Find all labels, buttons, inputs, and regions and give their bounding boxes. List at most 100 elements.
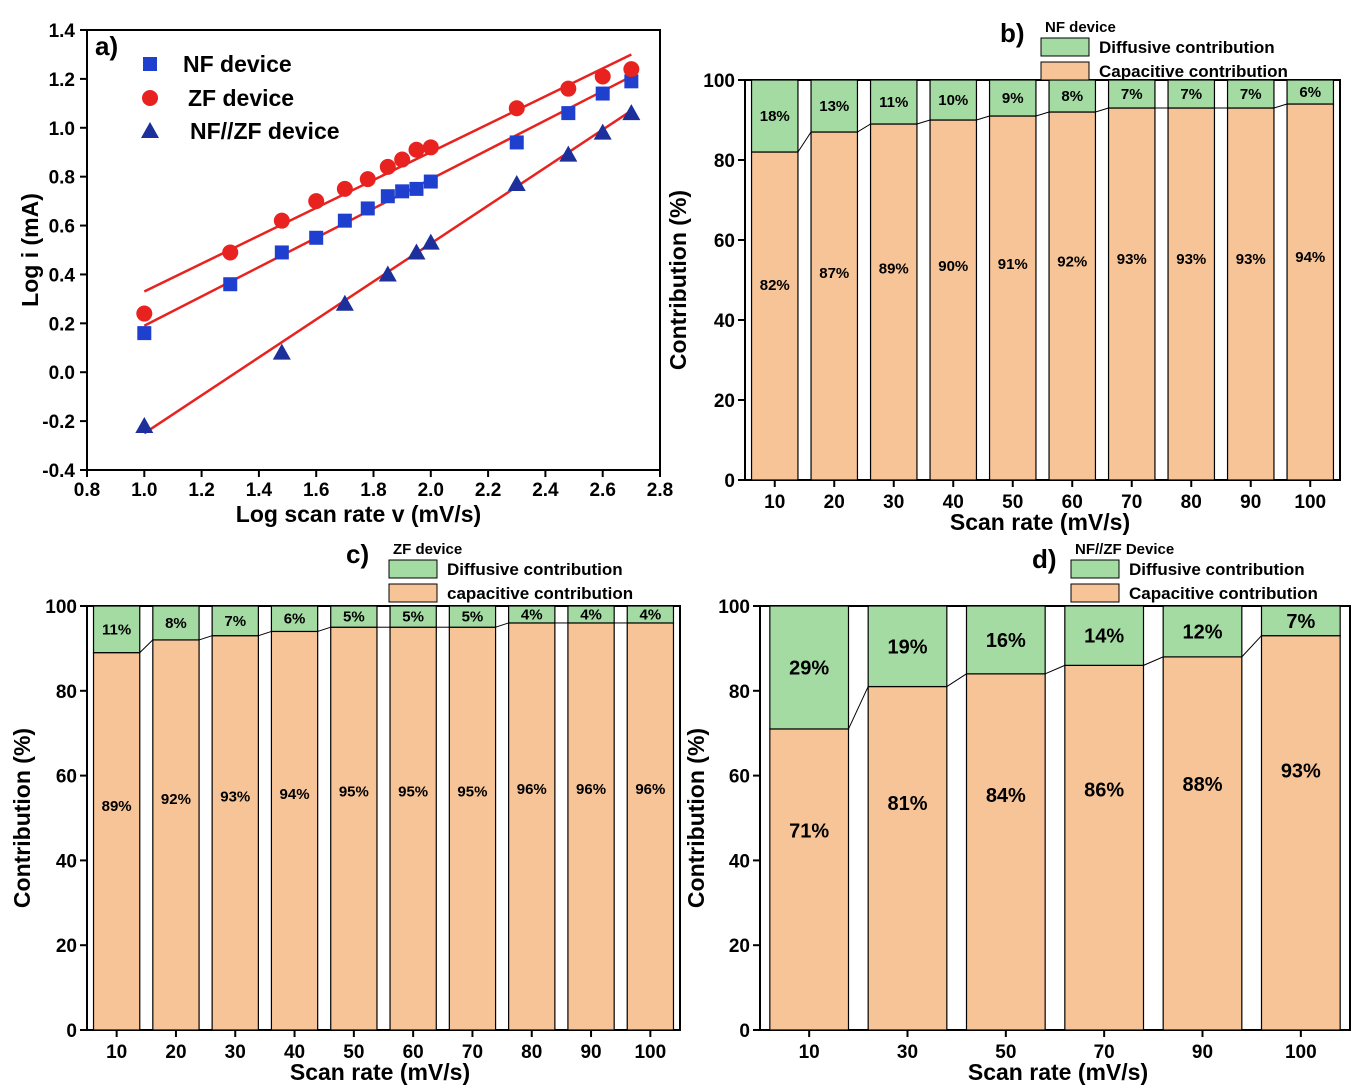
y-tick-label: 20	[56, 936, 77, 957]
capacitive-bar	[92, 652, 141, 1031]
x-tick-label: 2.6	[589, 480, 615, 501]
connector-line	[946, 673, 967, 687]
data-point	[273, 212, 290, 229]
y-tick-label: 60	[729, 767, 750, 788]
data-point	[407, 243, 426, 260]
diffusive-bar	[810, 79, 859, 133]
x-tick-label: 70	[462, 1042, 483, 1063]
y-tick-label: 60	[56, 767, 77, 788]
capacitive-bar	[869, 123, 918, 481]
capacitive-value-label: 92%	[161, 791, 191, 808]
x-tick-label: 2.2	[475, 480, 501, 501]
diffusive-bar	[750, 79, 799, 153]
x-axis-label: Scan rate (mV/s)	[968, 1059, 1148, 1085]
capacitive-value-label: 94%	[280, 786, 310, 803]
capacitive-bar	[1162, 656, 1243, 1031]
data-point	[622, 104, 641, 121]
connector-line	[1044, 664, 1066, 675]
connector-line	[916, 119, 931, 125]
diffusive-value-label: 11%	[102, 621, 131, 638]
diffusive-bar	[626, 605, 675, 624]
capacitive-value-label: 95%	[339, 783, 369, 800]
capacitive-bar	[1064, 664, 1145, 1031]
x-tick-label: 30	[883, 492, 904, 513]
diffusive-bar	[867, 605, 948, 688]
x-tick-label: 2.4	[532, 480, 559, 501]
data-point	[409, 181, 424, 196]
diffusive-value-label: 5%	[343, 609, 365, 626]
x-axis-label: Scan rate (mV/s)	[290, 1059, 470, 1085]
capacitive-value-label: 93%	[1281, 761, 1321, 783]
y-tick-label: 80	[56, 682, 77, 703]
data-point	[561, 106, 576, 121]
diffusive-bar	[988, 79, 1037, 117]
data-point	[274, 245, 289, 260]
y-axis-label: Contribution (%)	[683, 728, 709, 908]
capacitive-value-label: 96%	[576, 781, 606, 798]
legend-label-diffusive: Diffusive contribution	[1099, 38, 1275, 57]
diffusive-bar	[1064, 605, 1145, 666]
data-point	[422, 139, 439, 156]
diffusive-value-label: 12%	[1182, 621, 1222, 643]
diffusive-bar	[1260, 605, 1341, 637]
diffusive-bar	[769, 605, 850, 730]
legend-swatch-capacitive	[1070, 583, 1120, 603]
y-tick-label: 100	[718, 597, 750, 618]
legend-label-capacitive: capacitive contribution	[447, 584, 633, 603]
capacitive-bar	[211, 635, 259, 1031]
capacitive-bar	[810, 131, 859, 481]
diffusive-value-label: 10%	[938, 92, 968, 109]
data-point	[508, 100, 525, 117]
y-tick-label: 0.8	[49, 168, 75, 189]
diffusive-value-label: 7%	[1240, 86, 1262, 103]
x-tick-label: 10	[106, 1042, 127, 1063]
data-point	[423, 174, 438, 189]
y-axis-label: Log i (mA)	[17, 193, 43, 307]
diffusive-value-label: 11%	[879, 94, 908, 111]
diffusive-value-label: 7%	[224, 613, 246, 630]
x-axis-label: Scan rate (mV/s)	[950, 509, 1130, 535]
y-tick-label: 20	[729, 936, 750, 957]
diffusive-value-label: 4%	[580, 606, 602, 623]
y-tick-label: -0.4	[42, 461, 75, 482]
capacitive-bar	[1226, 107, 1275, 481]
capacitive-value-label: 87%	[819, 265, 849, 282]
x-tick-label: 2.0	[418, 480, 444, 501]
diffusive-bar	[448, 605, 497, 628]
x-tick-label: 50	[995, 1042, 1016, 1063]
x-tick-label: 10	[764, 492, 785, 513]
diffusive-value-label: 8%	[165, 615, 187, 632]
connector-line	[797, 131, 812, 153]
y-tick-label: 0	[66, 1021, 77, 1042]
x-tick-label: 90	[580, 1042, 601, 1063]
x-tick-label: 70	[1094, 1042, 1115, 1063]
x-tick-label: 1.6	[303, 480, 329, 501]
capacitive-bar	[1107, 107, 1156, 481]
capacitive-value-label: 94%	[1295, 249, 1325, 266]
connector-line	[1095, 107, 1109, 113]
diffusive-value-label: 6%	[284, 611, 306, 628]
data-point	[337, 213, 352, 228]
x-tick-label: 40	[284, 1042, 305, 1063]
connector-line	[1143, 656, 1164, 666]
x-tick-label: 2.8	[647, 480, 673, 501]
data-point	[222, 244, 239, 261]
x-tick-label: 90	[1192, 1042, 1213, 1063]
legend-marker	[141, 122, 159, 138]
x-tick-label: 30	[897, 1042, 918, 1063]
legend-swatch-capacitive	[388, 583, 438, 603]
capacitive-value-label: 89%	[102, 798, 132, 815]
diffusive-value-label: 4%	[521, 606, 543, 623]
capacitive-value-label: 92%	[1057, 254, 1087, 271]
plot-frame	[759, 605, 1351, 1031]
legend-label: ZF device	[188, 85, 294, 111]
legend-swatch-diffusive	[1070, 559, 1120, 579]
capacitive-value-label: 93%	[220, 788, 250, 805]
diffusive-value-label: 29%	[789, 657, 829, 679]
diffusive-value-label: 6%	[1299, 84, 1321, 101]
capacitive-bar	[626, 622, 675, 1031]
connector-line	[857, 123, 871, 133]
y-tick-label: 60	[714, 231, 735, 252]
connector-line	[976, 115, 990, 121]
